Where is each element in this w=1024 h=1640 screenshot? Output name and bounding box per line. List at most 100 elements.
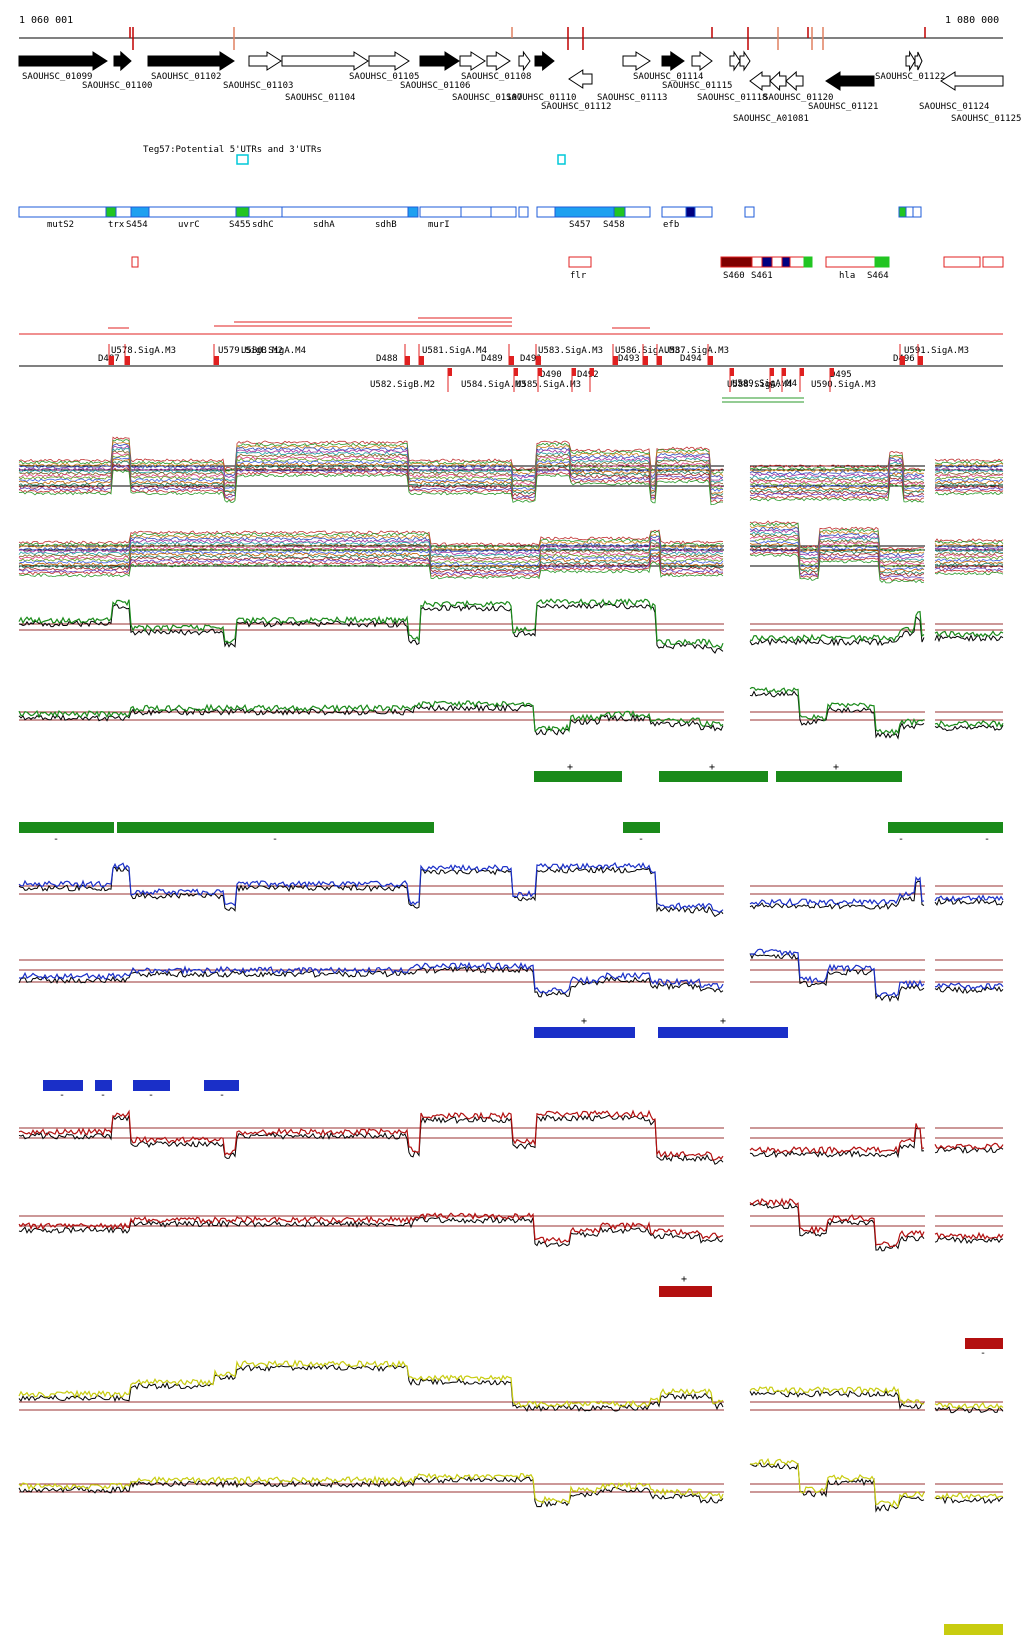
feature-box <box>554 206 615 218</box>
expression-panels <box>18 436 1004 1513</box>
condition-trace <box>934 630 1004 638</box>
gene-arrow <box>419 51 460 71</box>
expression-trace <box>18 452 724 488</box>
promoter-label: U579.SigB.M2 <box>218 346 283 356</box>
feature-label: sdhB <box>375 220 397 230</box>
expression-trace <box>18 549 724 567</box>
condition-trace <box>18 598 724 649</box>
expression-trace <box>18 457 724 493</box>
promoter-label: U587.SigA.M3 <box>664 346 729 356</box>
control-trace <box>749 1462 925 1513</box>
region-bar <box>133 1080 170 1091</box>
feature-box <box>18 206 107 218</box>
promoter-mark <box>125 356 130 365</box>
gene-label: SAOUHSC_01107 <box>452 93 522 103</box>
region-bar <box>95 1080 112 1091</box>
gene-arrow <box>749 71 771 91</box>
feature-box <box>803 256 813 268</box>
teg57-utr-track: Teg57:Potential 5'UTRs and 3'UTRs <box>143 145 566 165</box>
expression-trace <box>749 472 925 493</box>
region-bar <box>659 1286 712 1297</box>
d-label: D489 <box>481 354 503 364</box>
feature-label: murI <box>428 220 450 230</box>
gene-label: SAOUHSC_01115 <box>662 81 732 91</box>
d-label: D495 <box>830 370 852 380</box>
feature-label: uvrC <box>178 220 200 230</box>
promoter-label: U585.SigA.M3 <box>516 380 581 390</box>
blue-feature-track: mutS2 trx S454 uvrC S455 sdhC sdhA sdhB … <box>18 206 922 230</box>
feature-label: S458 <box>603 220 625 230</box>
region-bar <box>965 1338 1003 1349</box>
feature-label: S460 <box>723 271 745 281</box>
expression-trace <box>749 525 925 555</box>
expression-trace <box>18 450 724 486</box>
expression-trace <box>934 471 1004 476</box>
region-sign: - <box>100 1090 106 1101</box>
expression-trace <box>749 457 925 477</box>
feature-box <box>248 206 283 218</box>
promoter-label: U583.SigA.M3 <box>538 346 603 356</box>
expression-trace <box>934 482 1004 487</box>
promoter-label: U586.SigA.M3 <box>615 346 680 356</box>
promoter-mark <box>448 368 452 376</box>
gene-label: SAOUHSC_01100 <box>82 81 152 91</box>
promoter-mark <box>514 368 518 376</box>
expression-trace <box>19 546 724 564</box>
gene-arrow <box>825 71 875 91</box>
expression-trace <box>18 535 724 554</box>
expression-trace <box>18 541 724 561</box>
promoter-track: U578.SigA.M3 U579.SigB.M2 U580.SigA.M4 U… <box>19 317 1003 403</box>
promoter-mark <box>109 356 114 365</box>
expression-trace <box>749 546 925 577</box>
feature-label: S461 <box>751 271 773 281</box>
feature-label: sdhA <box>313 220 335 230</box>
feature-box <box>661 206 687 218</box>
feature-label: S457 <box>569 220 591 230</box>
d-label: D493 <box>618 354 640 364</box>
expression-trace <box>18 436 724 472</box>
control-trace <box>18 1216 724 1248</box>
expression-trace <box>749 553 925 584</box>
d-label: D490 <box>540 370 562 380</box>
region-bar <box>888 822 1003 833</box>
promoter-mark <box>572 368 576 376</box>
gene-arrow <box>459 51 486 71</box>
expression-trace <box>934 560 1004 565</box>
condition-trace <box>934 720 1004 728</box>
expression-trace <box>749 531 925 562</box>
region-bar <box>19 822 114 833</box>
red-feature-track: flr S460 S461 hla S464 <box>131 256 1004 281</box>
gene-label: SAOUHSC_01103 <box>223 81 293 91</box>
region-sign: + <box>567 762 573 773</box>
gene-arrow <box>940 71 1004 91</box>
region-bar <box>658 1027 788 1038</box>
condition-trace <box>934 982 1004 990</box>
promoter-label: U589.SigA.M4 <box>732 379 797 389</box>
promoter-label: U581.SigA.M4 <box>422 346 487 356</box>
feature-box <box>685 206 696 218</box>
region-bars: + + + - - - - - + + - - - - + - - <box>19 762 1003 1637</box>
expression-trace <box>934 564 1004 569</box>
promoter-mark <box>830 368 834 376</box>
expression-trace <box>749 454 925 473</box>
d-label: D491 <box>520 354 542 364</box>
expression-trace <box>18 537 724 556</box>
expression-trace <box>18 445 724 481</box>
control-trace <box>934 986 1004 994</box>
promoter-mark <box>419 356 424 365</box>
teg57-label: Teg57:Potential 5'UTRs and 3'UTRs <box>143 145 322 155</box>
region-sign: - <box>53 834 59 845</box>
feature-box <box>490 206 517 218</box>
region-sign: + <box>681 1274 687 1285</box>
feature-box <box>720 256 753 268</box>
gene-arrow <box>905 50 916 72</box>
gene-arrow <box>147 51 235 71</box>
control-trace <box>749 952 925 1003</box>
expression-trace <box>18 462 724 499</box>
gene-arrow <box>622 51 651 71</box>
region-sign: - <box>898 834 904 845</box>
feature-box <box>751 256 763 268</box>
feature-box <box>536 206 556 218</box>
region-bar <box>117 822 434 833</box>
